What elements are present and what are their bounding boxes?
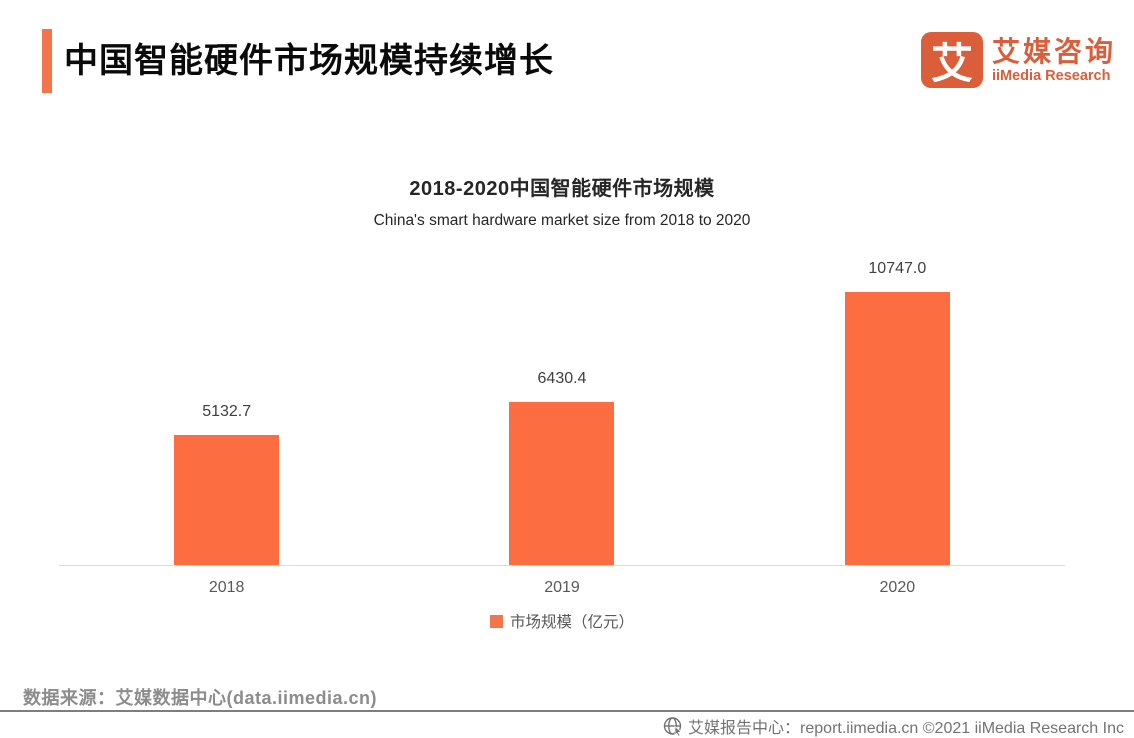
bar-2020 (844, 292, 950, 565)
chart-subtitle: China's smart hardware market size from … (373, 212, 751, 229)
page-title: 中国智能硬件市场规模持续增长 (64, 42, 554, 80)
bar-value-label: 10747.0 (868, 260, 927, 277)
bar-2019 (509, 402, 615, 565)
bar-column-2019: 6430.4 (394, 369, 729, 565)
x-axis-label-2018: 2018 (208, 579, 245, 596)
bar-column-2018: 5132.7 (59, 402, 394, 565)
x-axis: 2018 2019 2020 (59, 566, 1065, 597)
data-source: 数据来源：艾媒数据中心(data.iimedia.cn) (23, 688, 378, 708)
bar-2018 (174, 435, 280, 565)
iimedia-logo-icon: 艾 (920, 32, 983, 88)
footer-credit-text: 艾媒报告中心：report.iimedia.cn ©2021 iiMedia R… (688, 720, 1124, 737)
bar-column-2020: 10747.0 (730, 259, 1065, 565)
iimedia-logo: 艾 艾媒咨询 iiMedia Research (920, 32, 1116, 88)
chart-title: 2018-2020中国智能硬件市场规模 (409, 178, 715, 200)
footer-credit: 艾媒报告中心：report.iimedia.cn ©2021 iiMedia R… (663, 714, 1124, 738)
logo-name-cn: 艾媒咨询 (991, 35, 1116, 67)
bar-value-label: 5132.7 (202, 403, 252, 420)
logo-name-en: iiMedia Research (991, 67, 1111, 84)
legend-label: 市场规模（亿元） (509, 614, 634, 631)
legend-swatch (489, 614, 503, 628)
plot-area: 5132.7 6430.4 10747.0 (59, 256, 1065, 566)
bar-chart: 5132.7 6430.4 10747.0 2018 2019 2020 市场规模（亿元… (59, 256, 1065, 632)
x-axis-label-2020: 2020 (879, 579, 916, 596)
logo-text: 艾媒咨询 iiMedia Research (992, 36, 1116, 85)
title-accent-bar (42, 29, 52, 93)
footer-divider (0, 710, 1134, 712)
globe-cursor-icon (663, 717, 683, 736)
bar-value-label: 6430.4 (537, 370, 587, 387)
chart-legend: 市场规模（亿元） (59, 610, 1065, 632)
chart-header: 2018-2020中国智能硬件市场规模 China's smart hardwa… (59, 172, 1065, 230)
logo-mark-glyph: 艾 (930, 39, 973, 87)
x-axis-label-2019: 2019 (544, 579, 580, 596)
